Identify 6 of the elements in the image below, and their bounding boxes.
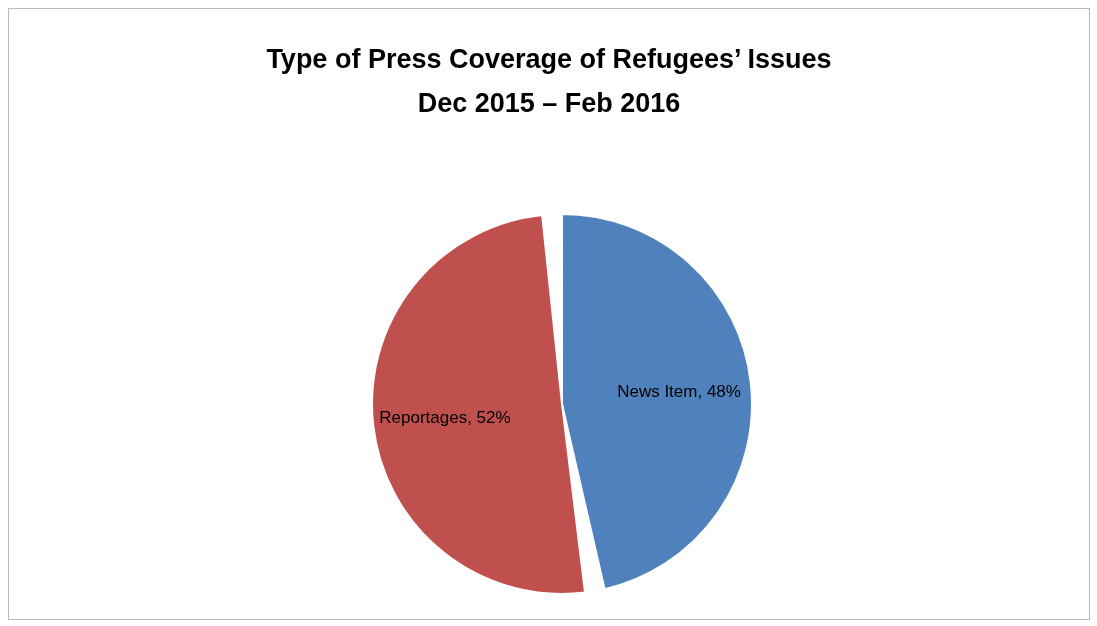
data-label: , 48% bbox=[697, 381, 741, 401]
chart-title: Type of Press Coverage of Refugees’ Issues bbox=[265, 43, 833, 76]
slice-label: Reportages bbox=[379, 407, 468, 427]
chart-subtitle: Dec 2015 – Feb 2016 bbox=[416, 87, 682, 120]
slice-label: News Item bbox=[617, 381, 698, 401]
data-label: , 52% bbox=[467, 407, 511, 427]
